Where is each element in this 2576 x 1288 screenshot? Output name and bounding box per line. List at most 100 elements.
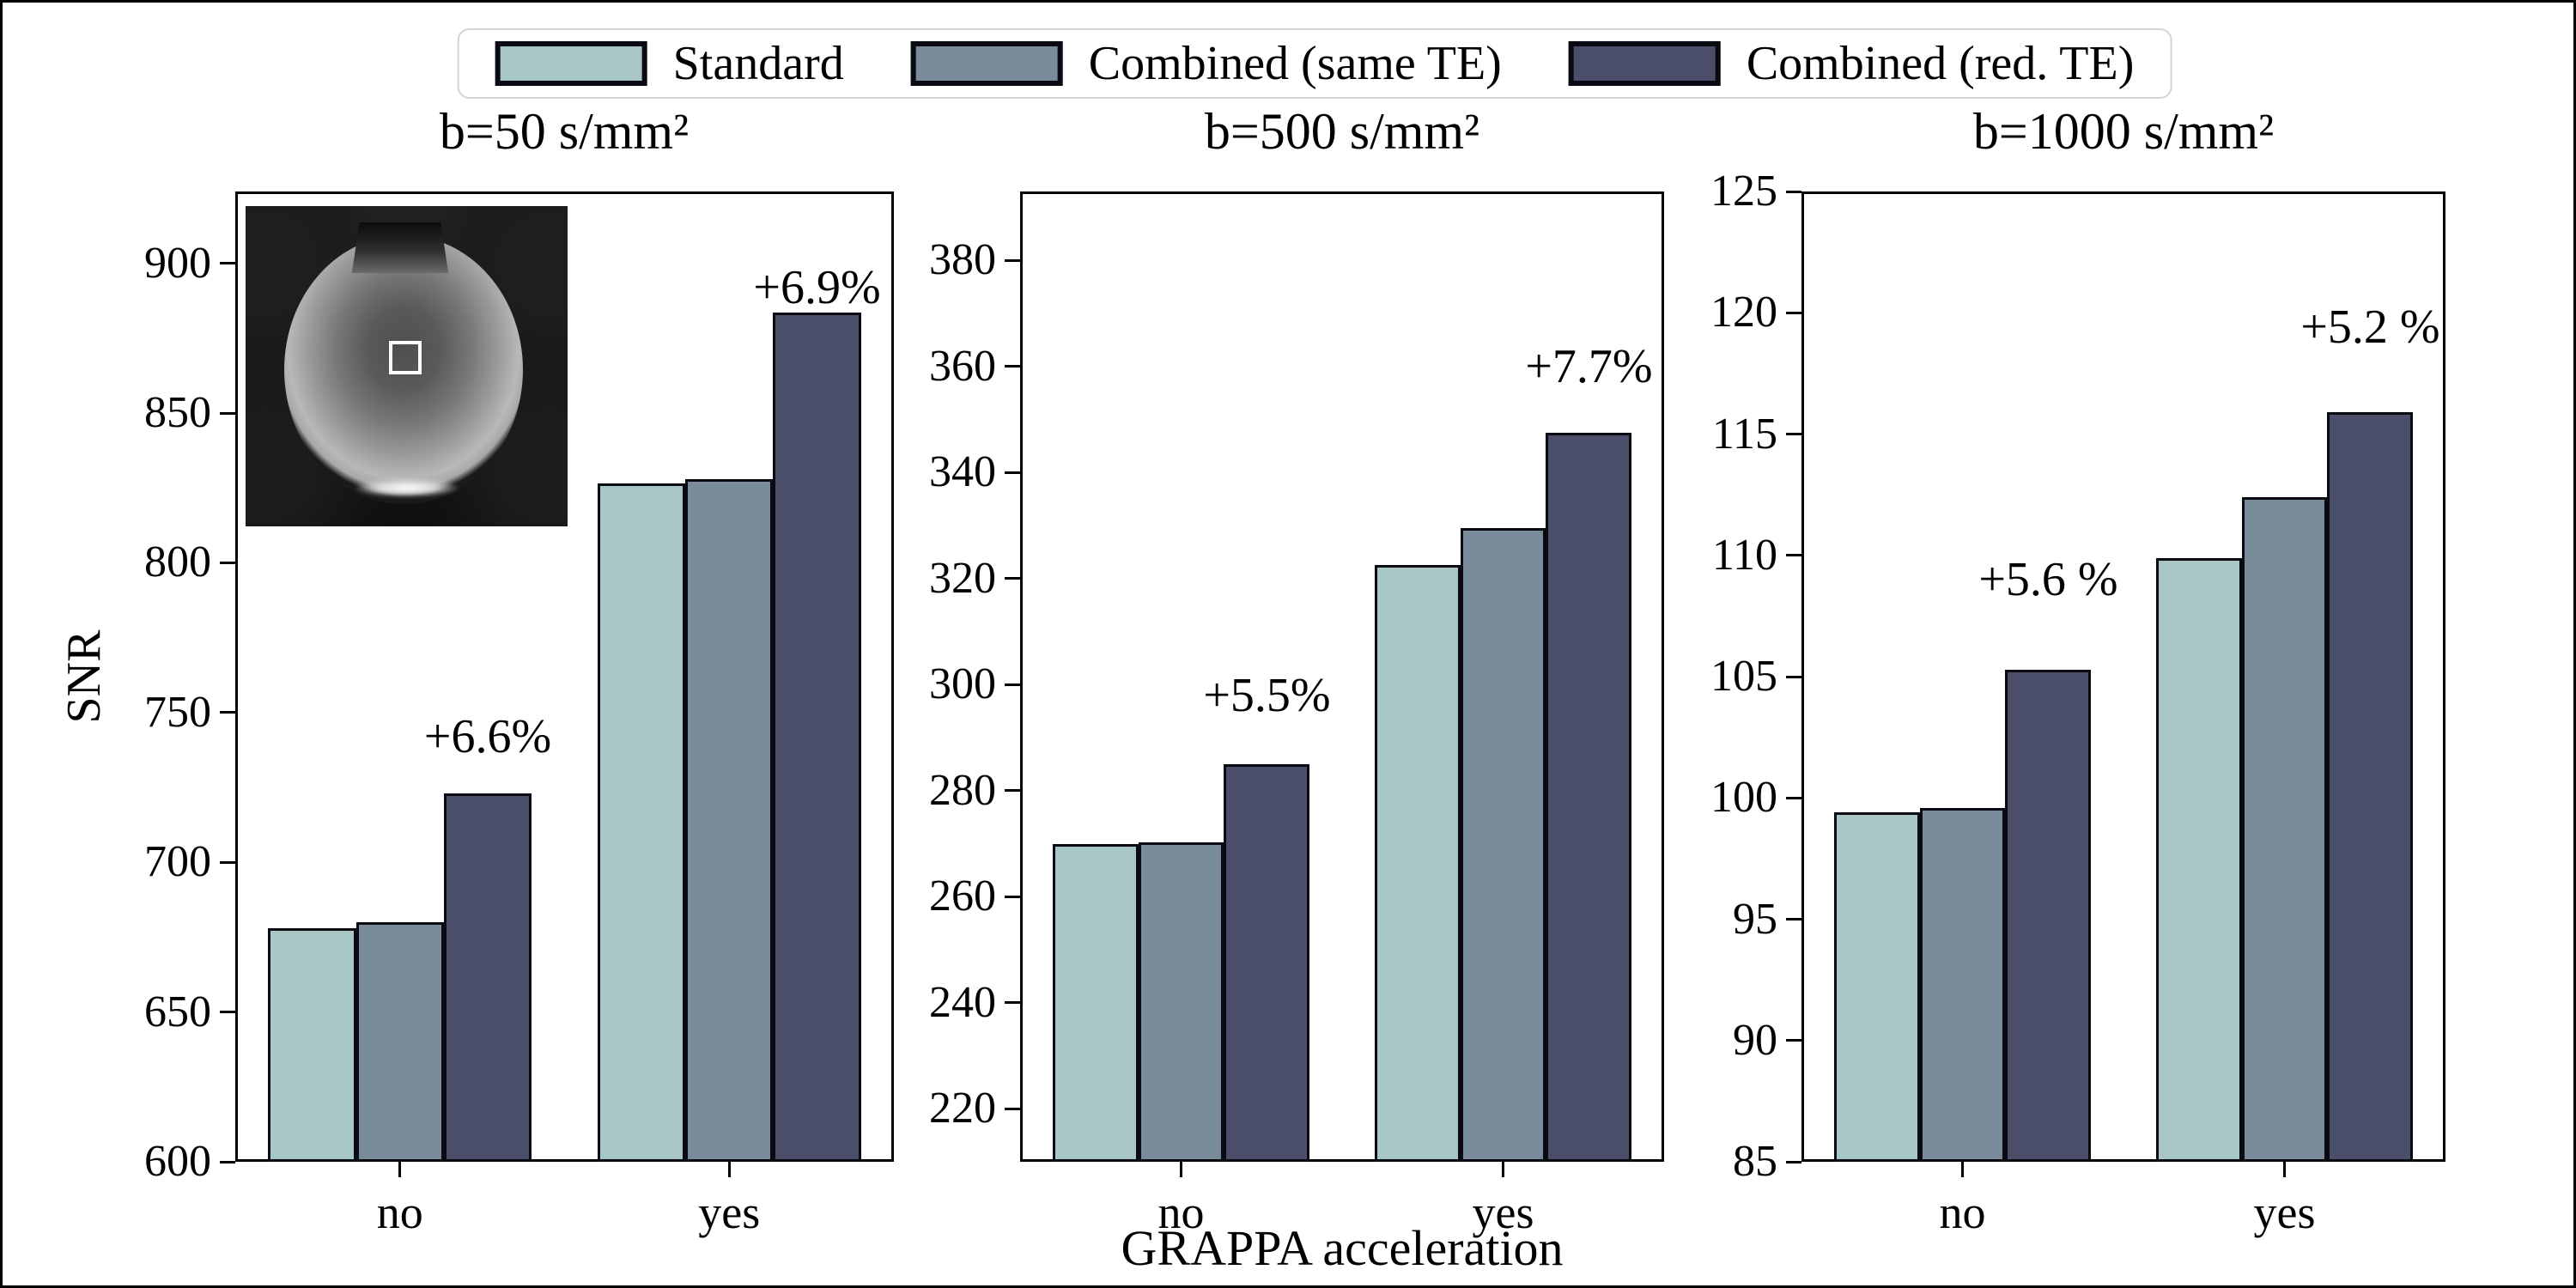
bar-standard xyxy=(1374,565,1461,1162)
bar-combined-red-te xyxy=(443,793,532,1162)
x-tick-label: no xyxy=(1939,1187,1986,1238)
y-tick-mark xyxy=(1005,471,1020,474)
y-tick-mark xyxy=(1786,311,1801,314)
y-tick-label: 900 xyxy=(144,238,211,288)
subplot-title-b500: b=500 s/mm² xyxy=(1204,103,1480,160)
y-tick-mark xyxy=(1005,577,1020,580)
y-tick-mark xyxy=(220,262,235,265)
y-tick-mark xyxy=(1786,918,1801,920)
legend-label-combined-red-te: Combined (red. TE) xyxy=(1746,37,2135,90)
y-tick-label: 700 xyxy=(144,837,211,887)
x-tick-label: no xyxy=(376,1187,423,1238)
percent-gain-annotation: +5.2 % xyxy=(2300,301,2440,355)
x-tick-label: no xyxy=(1157,1187,1205,1238)
bar-standard xyxy=(268,927,356,1162)
percent-gain-annotation: +5.5% xyxy=(1203,668,1331,722)
y-tick-label: 650 xyxy=(144,987,211,1036)
percent-gain-annotation: +6.9% xyxy=(753,260,881,314)
bar-standard xyxy=(597,483,686,1162)
y-tick-label: 750 xyxy=(144,687,211,737)
phantom-neck xyxy=(351,222,449,274)
bar-standard xyxy=(2155,557,2242,1162)
bar-combined-same-te xyxy=(1919,807,2006,1162)
y-tick-mark xyxy=(220,711,235,714)
y-tick-label: 340 xyxy=(929,447,996,497)
bar-combined-same-te xyxy=(1138,841,1224,1162)
bar-combined-red-te xyxy=(1546,432,1632,1162)
y-tick-mark xyxy=(1786,554,1801,557)
bar-combined-red-te xyxy=(773,313,861,1162)
roi-marker xyxy=(388,340,422,375)
y-tick-label: 115 xyxy=(1711,409,1777,459)
bar-combined-red-te xyxy=(1224,763,1310,1162)
y-tick-mark xyxy=(220,561,235,564)
legend-swatch-combined-red-te xyxy=(1568,41,1721,86)
percent-gain-annotation: +6.6% xyxy=(423,709,552,763)
y-tick-mark xyxy=(1005,1001,1020,1005)
y-tick-mark xyxy=(1005,895,1020,898)
x-tick-mark xyxy=(1180,1162,1182,1177)
y-tick-mark xyxy=(1786,190,1801,193)
x-tick-mark xyxy=(2283,1162,2286,1177)
y-tick-mark xyxy=(220,1160,235,1163)
y-tick-mark xyxy=(1005,258,1020,262)
y-tick-label: 120 xyxy=(1710,288,1777,337)
y-tick-mark xyxy=(1786,433,1801,435)
legend-label-combined-same-te: Combined (same TE) xyxy=(1088,37,1502,90)
plot-area-2 xyxy=(1801,191,2445,1162)
x-tick-mark xyxy=(398,1162,402,1177)
y-tick-mark xyxy=(1786,675,1801,678)
y-tick-label: 360 xyxy=(929,341,996,391)
y-tick-label: 95 xyxy=(1733,894,1777,944)
y-tick-mark xyxy=(1786,1160,1801,1163)
plot-area-0 xyxy=(235,191,894,1162)
x-tick-mark xyxy=(1502,1162,1504,1177)
bar-combined-red-te xyxy=(2327,412,2414,1162)
legend-label-standard: Standard xyxy=(672,37,844,90)
y-tick-label: 260 xyxy=(929,872,996,921)
y-tick-label: 240 xyxy=(929,977,996,1027)
bar-standard xyxy=(1833,812,1920,1162)
y-tick-label: 280 xyxy=(929,765,996,815)
x-tick-mark xyxy=(727,1162,731,1177)
bar-standard xyxy=(1052,843,1139,1162)
y-tick-label: 105 xyxy=(1710,652,1777,701)
x-tick-label: yes xyxy=(2253,1187,2316,1238)
y-tick-label: 850 xyxy=(144,388,211,438)
y-tick-mark xyxy=(1005,789,1020,793)
y-tick-mark xyxy=(1786,796,1801,799)
legend-swatch-standard xyxy=(495,41,647,86)
y-tick-label: 800 xyxy=(144,538,211,587)
bar-combined-same-te xyxy=(2241,496,2328,1162)
legend-swatch-combined-same-te xyxy=(910,41,1063,86)
bar-combined-red-te xyxy=(2005,669,2092,1162)
legend: Standard Combined (same TE) Combined (re… xyxy=(457,28,2172,99)
y-tick-label: 320 xyxy=(929,553,996,603)
bar-combined-same-te xyxy=(685,478,774,1162)
legend-item-standard: Standard xyxy=(495,39,844,88)
y-tick-mark xyxy=(220,1011,235,1014)
bar-combined-same-te xyxy=(355,921,444,1162)
y-tick-mark xyxy=(1005,365,1020,368)
y-tick-label: 90 xyxy=(1733,1015,1777,1065)
y-tick-label: 110 xyxy=(1711,530,1777,580)
y-tick-label: 300 xyxy=(929,659,996,709)
y-tick-label: 600 xyxy=(144,1137,211,1186)
y-tick-mark xyxy=(1786,1039,1801,1042)
y-tick-mark xyxy=(1005,683,1020,686)
subplot-title-b1000: b=1000 s/mm² xyxy=(1972,103,2275,160)
y-tick-mark xyxy=(220,411,235,415)
phantom-bottom-glow xyxy=(336,475,477,501)
y-tick-label: 125 xyxy=(1710,167,1777,216)
phantom-body xyxy=(284,234,523,504)
legend-item-combined-same-te: Combined (same TE) xyxy=(910,37,1502,90)
y-tick-label: 380 xyxy=(929,235,996,285)
y-tick-label: 100 xyxy=(1710,773,1777,823)
x-tick-label: yes xyxy=(1472,1187,1534,1238)
legend-item-combined-red-te: Combined (red. TE) xyxy=(1568,37,2135,90)
x-tick-mark xyxy=(1961,1162,1964,1177)
plot-area-1 xyxy=(1020,191,1664,1162)
bar-combined-same-te xyxy=(1460,528,1546,1162)
y-tick-label: 85 xyxy=(1733,1137,1777,1186)
